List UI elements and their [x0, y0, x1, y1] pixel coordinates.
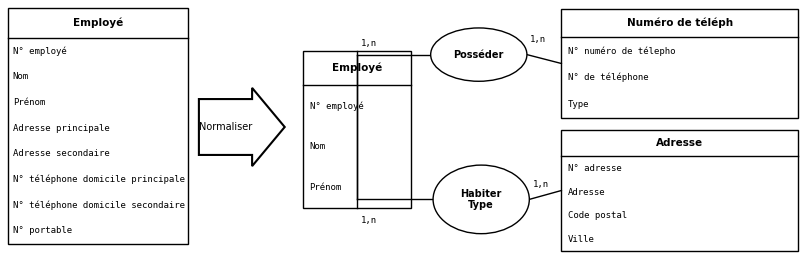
- Text: Employé: Employé: [73, 18, 124, 28]
- Text: Employé: Employé: [332, 63, 383, 73]
- Text: N° portable: N° portable: [13, 227, 72, 235]
- Bar: [561, 9, 798, 118]
- Polygon shape: [199, 88, 285, 166]
- Text: Type: Type: [568, 100, 589, 109]
- Text: Nom: Nom: [13, 72, 29, 81]
- Ellipse shape: [433, 165, 529, 234]
- Text: 1,n: 1,n: [533, 180, 549, 189]
- Text: N° numéro de télepho: N° numéro de télepho: [568, 46, 675, 56]
- Text: N° téléphone domicile principale: N° téléphone domicile principale: [13, 175, 184, 184]
- Text: Prénom: Prénom: [13, 98, 45, 107]
- Text: 1,n: 1,n: [530, 35, 546, 44]
- Text: Posséder: Posséder: [454, 50, 504, 60]
- Bar: [561, 130, 798, 251]
- Text: Adresse: Adresse: [656, 138, 703, 148]
- Text: Ville: Ville: [568, 235, 595, 244]
- Text: Normaliser: Normaliser: [199, 122, 252, 132]
- Text: N° adresse: N° adresse: [568, 164, 622, 173]
- Text: 1,n: 1,n: [361, 216, 378, 226]
- Bar: [303, 51, 411, 208]
- Text: Nom: Nom: [310, 142, 326, 151]
- Text: 1,n: 1,n: [361, 39, 378, 48]
- Text: Adresse: Adresse: [568, 187, 606, 197]
- Text: Adresse secondaire: Adresse secondaire: [13, 149, 110, 158]
- Text: Code postal: Code postal: [568, 211, 627, 220]
- Text: Prénom: Prénom: [310, 183, 342, 192]
- Text: N° employé: N° employé: [13, 46, 67, 56]
- Text: N° de téléphone: N° de téléphone: [568, 73, 649, 83]
- Text: N° employé: N° employé: [310, 101, 363, 111]
- Ellipse shape: [431, 28, 527, 81]
- Text: Habiter
Type: Habiter Type: [460, 188, 502, 210]
- Text: Adresse principale: Adresse principale: [13, 124, 110, 133]
- Text: N° téléphone domicile secondaire: N° téléphone domicile secondaire: [13, 201, 184, 210]
- Bar: [8, 8, 188, 244]
- Text: Numéro de téléph: Numéro de téléph: [626, 18, 733, 28]
